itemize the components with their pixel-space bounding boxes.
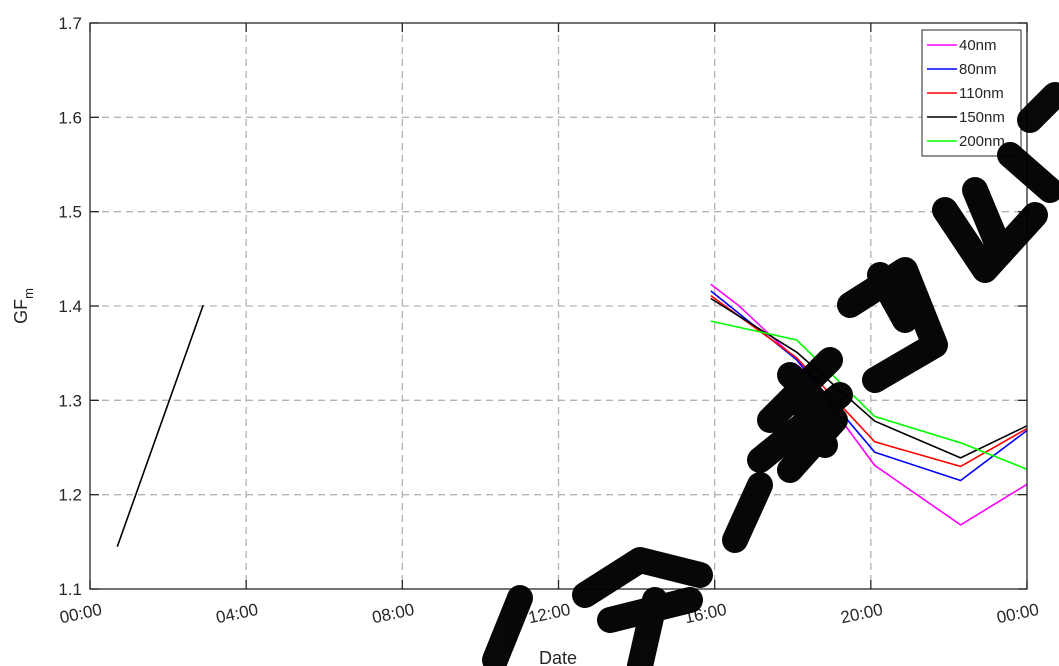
legend-label-80nm: 80nm	[959, 61, 997, 78]
x-tick-label: 04:00	[214, 600, 260, 627]
y-tick-label: 1.1	[58, 580, 82, 599]
series-lines	[116, 283, 1028, 547]
y-tick-label: 1.2	[58, 486, 82, 505]
series-line-200nm	[710, 320, 1028, 470]
x-tick-label: 12:00	[527, 600, 573, 627]
y-axis-title-subscript: m	[21, 288, 36, 299]
series-line-150nm	[116, 297, 1028, 547]
legend-label-150nm: 150nm	[959, 109, 1005, 126]
y-tick-label: 1.6	[58, 108, 82, 127]
x-tick-label: 00:00	[58, 600, 104, 627]
x-tick-label: 20:00	[839, 600, 885, 627]
y-tick-label: 1.3	[58, 391, 82, 410]
y-tick-label: 1.7	[58, 14, 82, 33]
y-axis-title-main: GF	[11, 299, 31, 324]
legend-label-40nm: 40nm	[959, 37, 997, 54]
legend-label-110nm: 110nm	[959, 85, 1004, 102]
series-line-110nm	[710, 294, 1028, 468]
x-tick-label: 00:00	[995, 600, 1041, 627]
y-axis-title: GFm	[11, 288, 36, 324]
y-tick-label: 1.5	[58, 203, 82, 222]
x-tick-labels: 00:00 04:00 08:00 12:00 16:00 20:00 00:00	[58, 600, 1041, 627]
legend-label-200nm: 200nm	[959, 133, 1005, 150]
legend: 40nm 80nm 110nm 150nm 200nm	[921, 29, 1022, 157]
y-tick-label: 1.4	[58, 297, 82, 316]
x-tick-label: 08:00	[370, 600, 416, 627]
watermark	[482, 82, 1059, 666]
y-tick-labels: 1.1 1.2 1.3 1.4 1.5 1.6 1.7	[58, 14, 82, 599]
x-axis-title: Date	[539, 648, 577, 666]
svg-text:GFm: GFm	[11, 288, 36, 324]
